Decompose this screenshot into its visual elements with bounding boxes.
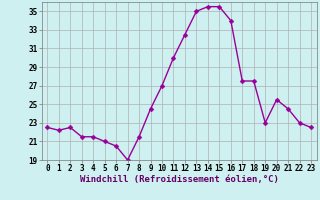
X-axis label: Windchill (Refroidissement éolien,°C): Windchill (Refroidissement éolien,°C)	[80, 175, 279, 184]
